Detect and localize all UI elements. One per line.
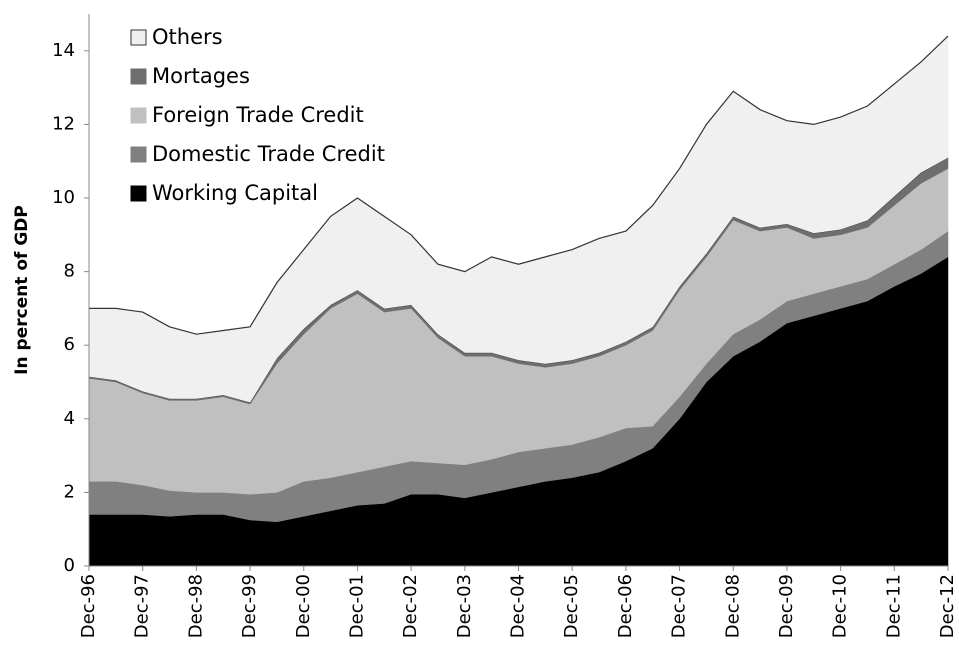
y-tick-label: 10	[52, 187, 75, 208]
legend-swatch	[130, 68, 147, 85]
y-tick-label: 14	[52, 40, 75, 61]
y-tick-label: 2	[64, 481, 75, 502]
x-tick-label: Dec-10	[830, 574, 851, 638]
x-tick-label: Dec-07	[669, 574, 690, 638]
legend-label: Foreign Trade Credit	[152, 103, 364, 127]
legend-swatch	[130, 29, 147, 46]
x-tick-label: Dec-11	[883, 574, 904, 638]
x-tick-label: Dec-01	[346, 574, 367, 638]
y-tick-label: 12	[52, 113, 75, 134]
legend-label: Domestic Trade Credit	[152, 142, 385, 166]
x-tick-label: Dec-99	[239, 574, 260, 638]
legend-swatch	[130, 146, 147, 163]
legend-label: Working Capital	[152, 181, 318, 205]
x-tick-label: Dec-98	[185, 574, 206, 638]
x-tick-label: Dec-05	[561, 574, 582, 638]
y-tick-label: 0	[64, 555, 75, 576]
legend-label: Mortages	[152, 64, 250, 88]
x-tick-label: Dec-97	[132, 574, 153, 638]
y-axis-label: In percent of GDP	[12, 205, 32, 375]
legend-label: Others	[152, 25, 223, 49]
y-tick-label: 4	[64, 408, 75, 429]
legend-swatch	[130, 185, 147, 202]
x-tick-label: Dec-00	[293, 574, 314, 638]
y-tick-label: 8	[64, 261, 75, 282]
x-tick-label: Dec-02	[400, 574, 421, 638]
area-outline	[89, 35, 949, 335]
x-tick-label: Dec-96	[78, 574, 99, 638]
x-tick-label: Dec-04	[508, 574, 529, 638]
x-tick-label: Dec-12	[937, 574, 958, 638]
x-tick-label: Dec-06	[615, 574, 636, 638]
x-tick-label: Dec-08	[722, 574, 743, 638]
x-tick-label: Dec-09	[776, 574, 797, 638]
legend-swatch	[130, 107, 147, 124]
x-tick-label: Dec-03	[454, 574, 475, 638]
y-tick-label: 6	[64, 334, 75, 355]
